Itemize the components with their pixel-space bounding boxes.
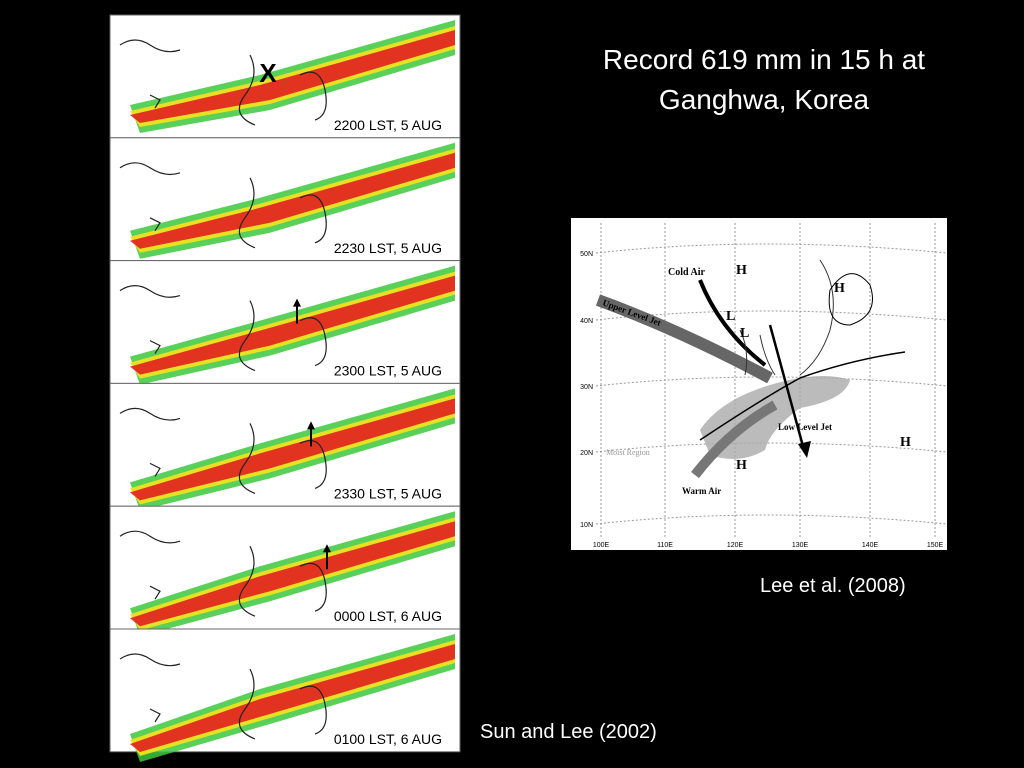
map-label: H <box>736 458 747 473</box>
latitude-line <box>595 514 948 525</box>
rain-band <box>130 521 455 627</box>
coastline <box>119 653 327 740</box>
location-marker: X <box>259 58 277 88</box>
map-label: Low Level Jet <box>778 422 832 432</box>
shear-arrow <box>768 324 806 451</box>
latitude-line <box>595 442 948 453</box>
lat-label: 40N <box>580 318 593 325</box>
coastline <box>119 39 327 126</box>
map-label: Cold Air <box>668 267 706 278</box>
coastline <box>119 285 327 372</box>
map-label: H <box>834 281 845 296</box>
coastline <box>119 162 327 249</box>
arrow-head <box>323 544 331 553</box>
panel-time-label: 2330 LST, 5 AUG <box>334 485 442 501</box>
latitude-line <box>595 243 948 254</box>
shear-arrow-head <box>798 441 811 458</box>
rain-band <box>130 30 455 123</box>
lon-label: 120E <box>727 542 744 549</box>
slide-title: Record 619 mm in 15 h at Ganghwa, Korea <box>602 44 926 115</box>
lon-label: 140E <box>862 542 879 549</box>
lon-label: 130E <box>792 542 809 549</box>
latitude-line <box>595 376 948 387</box>
map-label: Moist Region <box>606 448 650 457</box>
arrow-head <box>293 298 301 307</box>
rain-band <box>130 275 455 375</box>
map-label: H <box>736 263 747 278</box>
caption: Sun and Lee (2002) <box>480 721 657 743</box>
panel-time-label: 2200 LST, 5 AUG <box>334 117 442 133</box>
lat-label: 10N <box>580 522 593 529</box>
front <box>699 351 906 441</box>
lon-label: 150E <box>927 542 944 549</box>
rain-band <box>130 398 455 501</box>
upper-jet <box>595 294 773 384</box>
panel-time-label: 0100 LST, 6 AUG <box>334 731 442 747</box>
lat-label: 20N <box>580 450 593 457</box>
lon-label: 100E <box>593 542 610 549</box>
map-label: Warm Air <box>682 486 721 496</box>
low-jet <box>691 400 778 479</box>
map-label: H <box>900 435 911 450</box>
rain-band <box>130 152 455 249</box>
lon-label: 110E <box>657 542 673 549</box>
rain-band <box>130 644 455 752</box>
contour <box>828 273 873 326</box>
panel-time-label: 2230 LST, 5 AUG <box>334 240 442 256</box>
map-label: L <box>740 326 749 341</box>
coastline <box>739 259 834 376</box>
coastline <box>119 530 327 617</box>
arrow-head <box>307 421 315 430</box>
lat-label: 30N <box>580 384 593 391</box>
lat-label: 50N <box>580 251 593 258</box>
coastline <box>119 407 327 494</box>
shear-label: shear <box>812 457 877 487</box>
map-label: L <box>726 309 735 324</box>
panel-time-label: 2300 LST, 5 AUG <box>334 363 442 379</box>
cold-air-arrow <box>698 279 767 367</box>
map-frame <box>571 218 947 550</box>
moist-region <box>700 376 850 459</box>
panel-time-label: 0000 LST, 6 AUG <box>334 608 442 624</box>
caption: Lee et al. (2008) <box>760 575 906 597</box>
